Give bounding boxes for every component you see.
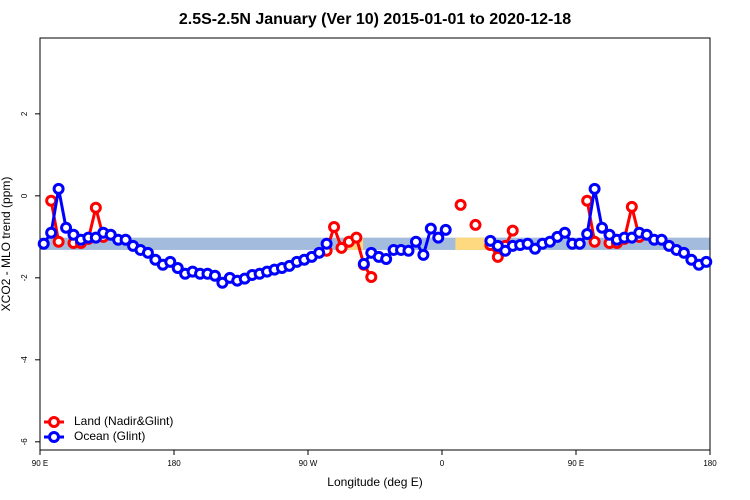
x-tick-label: 180 xyxy=(167,459,181,468)
legend-marker xyxy=(48,416,60,428)
x-axis-label: Longitude (deg E) xyxy=(327,475,422,489)
data-point xyxy=(439,223,452,236)
data-point xyxy=(89,201,102,214)
y-tick-label: -4 xyxy=(20,356,29,364)
y-tick-label: -6 xyxy=(20,438,29,446)
x-tick-label: 0 xyxy=(440,459,445,468)
data-point xyxy=(335,241,348,254)
chart-title: 2.5S-2.5N January (Ver 10) 2015-01-01 to… xyxy=(179,11,571,28)
data-point xyxy=(171,261,184,274)
data-point xyxy=(37,237,50,250)
legend-label: Ocean (Glint) xyxy=(74,429,145,443)
data-point xyxy=(424,222,437,235)
data-point xyxy=(328,220,341,233)
y-tick-label: -2 xyxy=(20,274,29,282)
data-point xyxy=(417,248,430,261)
data-point xyxy=(588,182,601,195)
data-point xyxy=(52,182,65,195)
legend-label: Land (Nadir&Glint) xyxy=(74,414,173,428)
data-point xyxy=(402,244,415,257)
data-point xyxy=(313,246,326,259)
data-point xyxy=(700,255,713,268)
data-point xyxy=(469,218,482,231)
data-point xyxy=(320,237,333,250)
data-point xyxy=(558,226,571,239)
data-point xyxy=(357,257,370,270)
data-point xyxy=(52,235,65,248)
data-point xyxy=(208,269,221,282)
data-point xyxy=(454,198,467,211)
data-point xyxy=(45,226,58,239)
data-point xyxy=(164,255,177,268)
data-point xyxy=(506,224,519,237)
data-point xyxy=(655,233,668,246)
data-point xyxy=(588,235,601,248)
data-point xyxy=(596,221,609,234)
y-axis-label: XCO2 - MLO trend (ppm) xyxy=(0,177,13,312)
data-point xyxy=(350,231,363,244)
data-point xyxy=(409,235,422,248)
data-point xyxy=(365,271,378,284)
data-point xyxy=(141,246,154,259)
data-point xyxy=(625,200,638,213)
data-point xyxy=(677,246,690,259)
series-line xyxy=(49,200,61,243)
x-tick-label: 90 E xyxy=(32,459,48,468)
data-point xyxy=(573,237,586,250)
series-line xyxy=(585,200,597,243)
data-point xyxy=(380,252,393,265)
x-tick-label: 90 E xyxy=(568,459,584,468)
data-point xyxy=(491,250,504,263)
highlight-span xyxy=(455,237,489,250)
data-point xyxy=(45,194,58,207)
y-tick-label: 0 xyxy=(20,193,29,198)
y-tick-label: 2 xyxy=(20,111,29,116)
legend-marker xyxy=(48,431,60,443)
x-tick-label: 180 xyxy=(703,459,717,468)
data-point xyxy=(432,231,445,244)
data-point xyxy=(581,227,594,240)
data-point xyxy=(581,194,594,207)
x-tick-label: 90 W xyxy=(299,459,318,468)
data-point xyxy=(60,221,73,234)
data-point xyxy=(119,233,132,246)
